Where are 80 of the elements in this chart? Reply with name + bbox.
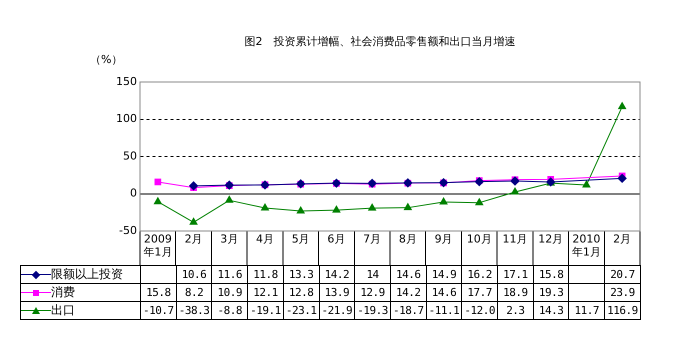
- data-label: 23.9: [604, 284, 640, 302]
- data-label: -11.1: [426, 302, 462, 320]
- data-label: -12.0: [462, 302, 498, 320]
- x-tick-label: 12月: [538, 232, 564, 246]
- data-label: 13.3: [283, 266, 320, 284]
- data-label: 17.1: [498, 266, 534, 284]
- data-label: 12.9: [354, 284, 390, 302]
- point: [154, 197, 162, 204]
- point: [190, 218, 198, 225]
- y-tick-label: 150: [116, 74, 137, 88]
- data-label: -8.8: [212, 302, 248, 320]
- data-label: 10.9: [212, 284, 248, 302]
- x-tick-label: 4月: [256, 232, 274, 246]
- data-label: 2.3: [498, 302, 534, 320]
- data-label: 14.9: [426, 266, 462, 284]
- y-axis-title: （%）: [90, 52, 122, 67]
- data-label: 15.8: [140, 284, 176, 302]
- data-label: -23.1: [283, 302, 320, 320]
- point: [511, 188, 519, 195]
- data-label: -10.7: [140, 302, 176, 320]
- data-label: 19.3: [533, 284, 569, 302]
- point: [225, 196, 234, 203]
- y-tick-label: 50: [123, 149, 137, 162]
- data-label: 11.8: [248, 266, 284, 284]
- data-label: 11.7: [568, 302, 605, 320]
- data-label: 8.2: [176, 284, 212, 302]
- x-tick-label: 10月: [466, 232, 492, 246]
- point: [618, 174, 627, 183]
- data-label: 14.2: [390, 284, 426, 302]
- chart-title: 图2 投资累计增幅、社会消费品零售额和出口当月增速: [244, 34, 516, 49]
- point: [189, 181, 198, 190]
- data-label: -38.3: [176, 302, 212, 320]
- data-label: 14.2: [319, 266, 355, 284]
- y-tick-label: 0: [130, 186, 137, 200]
- data-label: 14.6: [390, 266, 426, 284]
- data-label: 18.9: [498, 284, 534, 302]
- data-label: 12.1: [248, 284, 284, 302]
- data-label: -19.3: [354, 302, 390, 320]
- x-tick-label: 2009年1月: [143, 232, 172, 259]
- x-tick-label: 2月: [613, 232, 632, 246]
- data-label: 20.7: [604, 266, 640, 284]
- data-label: 15.8: [533, 266, 569, 284]
- legend-label: 出口: [51, 303, 75, 317]
- x-tick-label: 8月: [398, 232, 417, 246]
- legend-label: 限额以上投资: [51, 267, 123, 281]
- x-tick-label: 9月: [434, 232, 453, 246]
- point: [582, 180, 590, 188]
- data-label: 11.6: [212, 266, 248, 284]
- y-tick-label: -50: [119, 224, 137, 237]
- x-tick-label: 7月: [363, 232, 382, 246]
- legend-label: 消费: [51, 285, 75, 299]
- x-tick-label: 2月: [184, 232, 203, 246]
- x-tick-label: 5月: [292, 232, 310, 246]
- data-label: 17.7: [462, 284, 498, 302]
- data-label: 16.2: [462, 266, 498, 284]
- point: [296, 206, 305, 214]
- point: [261, 203, 269, 210]
- data-label: -21.9: [319, 302, 355, 320]
- point: [154, 178, 162, 186]
- data-label: 14: [354, 266, 390, 284]
- x-tick-label: 6月: [327, 232, 346, 246]
- x-tick-label: 2010年1月: [572, 232, 601, 259]
- data-label: -19.1: [248, 302, 284, 320]
- point: [510, 176, 520, 186]
- data-label: 116.9: [604, 302, 640, 320]
- point: [404, 203, 412, 210]
- data-label: 14.3: [533, 302, 569, 320]
- x-tick-label: 3月: [220, 232, 238, 246]
- data-label: -18.7: [390, 302, 426, 320]
- data-label: 12.8: [283, 284, 320, 302]
- point: [475, 198, 484, 206]
- point: [368, 204, 376, 211]
- y-tick-label: 100: [116, 112, 137, 126]
- point: [474, 177, 484, 186]
- data-label: 14.6: [426, 284, 462, 302]
- x-tick-label: 11月: [502, 232, 528, 246]
- point: [332, 206, 340, 213]
- data-label: 13.9: [319, 284, 355, 302]
- data-label: 10.6: [176, 266, 212, 284]
- point: [440, 198, 448, 205]
